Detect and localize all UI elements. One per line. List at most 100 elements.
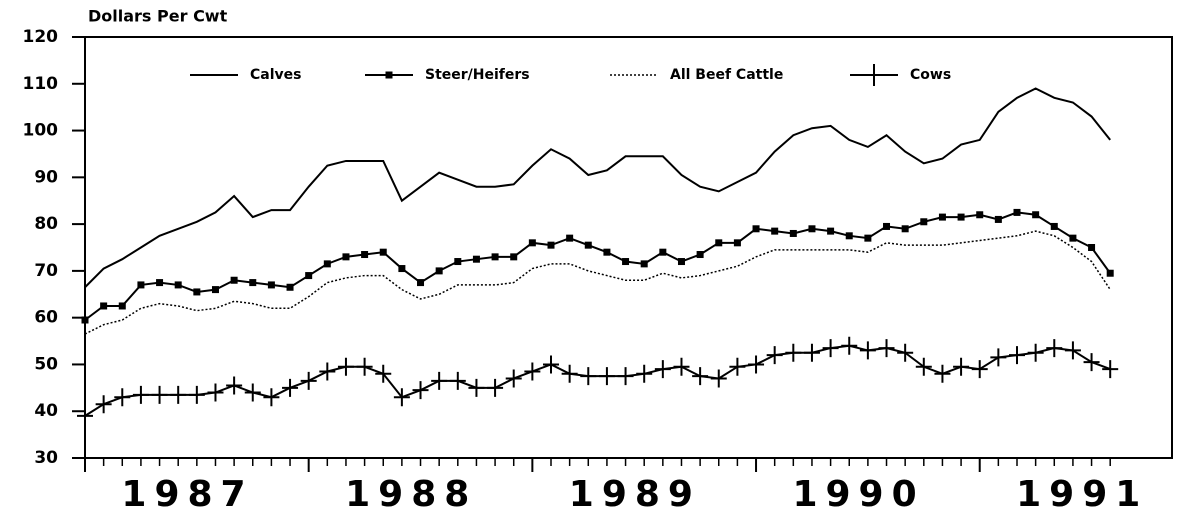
point bbox=[431, 371, 448, 390]
point bbox=[580, 367, 597, 386]
point bbox=[510, 253, 518, 261]
point bbox=[1102, 360, 1119, 379]
y-tick-label: 110 bbox=[23, 74, 59, 94]
point bbox=[710, 369, 727, 388]
point bbox=[454, 258, 462, 266]
plot-frame bbox=[84, 36, 1173, 459]
chart-title: Dollars Per Cwt bbox=[88, 7, 228, 26]
x-tick-label: 1988 bbox=[345, 474, 477, 512]
point bbox=[1088, 244, 1096, 251]
point bbox=[766, 346, 783, 365]
point bbox=[211, 286, 219, 294]
point bbox=[808, 225, 816, 233]
point bbox=[603, 248, 611, 256]
point bbox=[528, 239, 536, 247]
point bbox=[267, 281, 275, 289]
point bbox=[249, 279, 257, 287]
point bbox=[230, 276, 238, 284]
point bbox=[976, 211, 984, 219]
point bbox=[524, 362, 541, 381]
y-tick-label: 100 bbox=[23, 121, 59, 141]
point bbox=[771, 227, 779, 235]
point bbox=[319, 362, 336, 381]
point bbox=[417, 279, 425, 287]
point bbox=[994, 215, 1002, 223]
legend-label: All Beef Cattle bbox=[670, 67, 783, 83]
point bbox=[81, 316, 89, 324]
point bbox=[361, 251, 369, 259]
point bbox=[472, 255, 480, 263]
point bbox=[938, 213, 946, 221]
point bbox=[841, 336, 858, 355]
point bbox=[1050, 222, 1058, 230]
point bbox=[398, 265, 406, 273]
point bbox=[118, 302, 126, 310]
point bbox=[300, 371, 317, 390]
point bbox=[920, 218, 928, 226]
y-tick-label: 60 bbox=[34, 308, 58, 328]
point bbox=[971, 360, 988, 379]
point bbox=[1106, 269, 1114, 277]
point bbox=[1027, 343, 1044, 362]
legend-label: Steer/Heifers bbox=[425, 67, 530, 83]
point bbox=[468, 378, 485, 397]
point bbox=[100, 302, 108, 310]
x-tick-label: 1991 bbox=[1016, 474, 1148, 512]
point bbox=[412, 381, 429, 400]
point bbox=[1069, 234, 1077, 242]
x-tick-label: 1987 bbox=[121, 474, 253, 512]
point bbox=[188, 385, 205, 404]
point bbox=[640, 260, 648, 268]
point bbox=[897, 343, 914, 362]
point bbox=[715, 239, 723, 247]
point bbox=[878, 339, 895, 358]
point bbox=[193, 288, 201, 296]
point bbox=[1046, 339, 1063, 358]
point bbox=[487, 378, 504, 397]
point bbox=[1009, 346, 1025, 365]
point bbox=[617, 367, 634, 386]
point bbox=[356, 357, 373, 376]
legend-marker bbox=[385, 71, 393, 79]
point bbox=[696, 251, 704, 259]
point bbox=[1013, 208, 1021, 216]
x-tick-label: 1989 bbox=[569, 474, 701, 512]
point bbox=[748, 355, 765, 374]
point bbox=[733, 239, 741, 247]
point bbox=[934, 364, 951, 383]
point bbox=[323, 260, 331, 268]
legend-label: Calves bbox=[250, 67, 301, 83]
point bbox=[729, 357, 746, 376]
point bbox=[226, 376, 243, 395]
point bbox=[803, 343, 820, 362]
point bbox=[505, 369, 522, 388]
point bbox=[491, 253, 499, 261]
point bbox=[654, 360, 671, 379]
point bbox=[305, 272, 313, 280]
point bbox=[692, 367, 709, 386]
y-tick-label: 90 bbox=[34, 167, 58, 187]
point bbox=[864, 234, 872, 242]
point bbox=[636, 364, 653, 383]
series-line bbox=[84, 211, 1112, 321]
point bbox=[77, 406, 93, 425]
point bbox=[543, 355, 559, 374]
point bbox=[132, 385, 149, 404]
point bbox=[207, 383, 224, 402]
point bbox=[845, 232, 853, 240]
y-tick-label: 40 bbox=[34, 401, 58, 421]
y-tick-label: 120 bbox=[23, 27, 59, 47]
point bbox=[785, 343, 802, 362]
point bbox=[752, 225, 760, 233]
point bbox=[393, 388, 410, 407]
y-tick-label: 70 bbox=[34, 261, 58, 281]
point bbox=[342, 253, 350, 261]
point bbox=[95, 395, 112, 414]
point bbox=[677, 258, 685, 266]
point bbox=[156, 279, 164, 287]
point bbox=[915, 357, 932, 376]
point bbox=[174, 281, 182, 289]
point bbox=[1032, 211, 1040, 219]
point bbox=[789, 229, 797, 237]
